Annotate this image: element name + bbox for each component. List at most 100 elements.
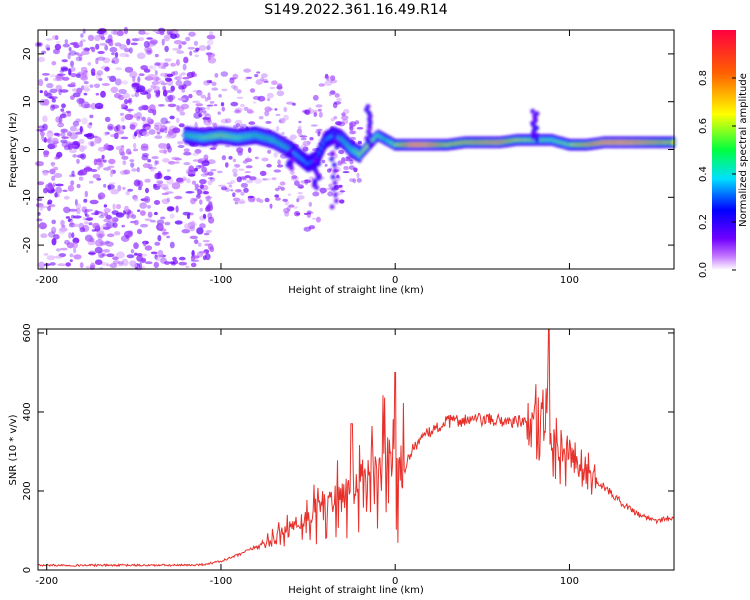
noise-blob (328, 183, 333, 188)
noise-blob (170, 62, 177, 67)
noise-blob (56, 41, 61, 44)
noise-blob (157, 170, 162, 178)
noise-blob (265, 120, 272, 124)
noise-blob (93, 83, 101, 89)
noise-blob (115, 204, 122, 210)
noise-blob (302, 146, 309, 152)
noise-blob (47, 199, 53, 205)
noise-blob (69, 132, 78, 140)
noise-blob (54, 192, 58, 198)
snr-panel: -200 -100 0 100 0 200 400 600 Height of straig… (8, 323, 675, 596)
noise-blob (174, 220, 183, 225)
noise-blob (204, 196, 213, 199)
noise-blob (238, 200, 246, 204)
noise-blob (79, 40, 83, 48)
noise-blob (72, 41, 79, 48)
noise-blob (82, 70, 87, 79)
noise-blob (194, 149, 202, 154)
noise-blob (107, 165, 115, 169)
noise-blob (161, 65, 167, 70)
noise-blob (158, 104, 165, 107)
noise-blob (295, 212, 301, 216)
noise-blob (232, 73, 239, 80)
noise-blob (83, 167, 92, 172)
noise-blob (49, 88, 58, 94)
ridge-spike (314, 185, 320, 191)
noise-blob (59, 113, 67, 119)
noise-blob (152, 85, 160, 91)
noise-blob (201, 160, 210, 167)
noise-blob (297, 125, 302, 131)
noise-blob (80, 33, 84, 38)
noise-blob (176, 106, 185, 113)
noise-blob (83, 198, 88, 203)
noise-blob (46, 47, 50, 51)
noise-blob (209, 246, 215, 253)
noise-blob (210, 169, 217, 172)
noise-blob (283, 114, 289, 121)
noise-blob (179, 177, 187, 181)
noise-blob (127, 188, 134, 192)
snr-y-ticks: 0 200 400 600 (22, 323, 674, 573)
noise-blob (129, 71, 138, 78)
noise-blob (203, 154, 209, 160)
noise-blob (357, 140, 362, 145)
noise-blob (202, 255, 207, 261)
noise-blob (124, 98, 129, 105)
noise-blob (88, 222, 93, 226)
noise-blob (131, 83, 139, 88)
noise-blob (125, 54, 130, 58)
noise-blob (42, 115, 48, 123)
noise-blob (71, 170, 75, 177)
noise-blob (96, 230, 105, 239)
noise-blob (60, 139, 68, 144)
noise-blob (41, 50, 46, 54)
y-tick-label: 10 (22, 95, 33, 108)
noise-blob (190, 262, 197, 268)
noise-blob (304, 180, 309, 185)
noise-blob (211, 81, 217, 87)
noise-blob (69, 125, 77, 132)
noise-blob (297, 184, 305, 189)
noise-blob (133, 252, 138, 256)
noise-blob (181, 41, 187, 45)
noise-blob (68, 68, 72, 76)
noise-blob (236, 147, 244, 153)
noise-blob (317, 131, 321, 137)
noise-blob (130, 162, 135, 168)
noise-blob (47, 184, 56, 189)
noise-blob (107, 184, 115, 190)
noise-blob (300, 137, 307, 141)
noise-blob (140, 145, 149, 151)
noise-blob (116, 129, 125, 135)
noise-blob (162, 158, 170, 163)
noise-blob (337, 121, 346, 127)
noise-blob (94, 136, 102, 144)
noise-blob (161, 198, 170, 205)
noise-blob (240, 103, 245, 108)
noise-blob (321, 159, 326, 164)
noise-blob (343, 165, 349, 169)
colorbar-ticks: 0.0 0.2 0.4 0.6 0.8 (698, 70, 736, 278)
noise-blob (202, 239, 210, 243)
noise-blob (190, 197, 196, 205)
noise-blob (101, 154, 105, 160)
noise-blob (176, 177, 184, 183)
noise-blob (336, 174, 340, 179)
noise-blob (181, 88, 186, 93)
noise-blob (148, 129, 156, 135)
noise-blob (92, 222, 100, 229)
noise-blob (143, 240, 147, 247)
noise-blob (38, 79, 44, 87)
noise-blob (39, 205, 44, 211)
noise-blob (247, 108, 253, 114)
noise-blob (315, 104, 323, 108)
noise-blob (101, 83, 110, 86)
noise-blob (76, 154, 85, 159)
noise-blob (199, 250, 207, 254)
noise-blob (124, 205, 129, 213)
noise-blob (136, 255, 144, 262)
noise-blob (275, 113, 281, 116)
noise-blob (185, 168, 195, 175)
noise-blob (136, 85, 146, 92)
